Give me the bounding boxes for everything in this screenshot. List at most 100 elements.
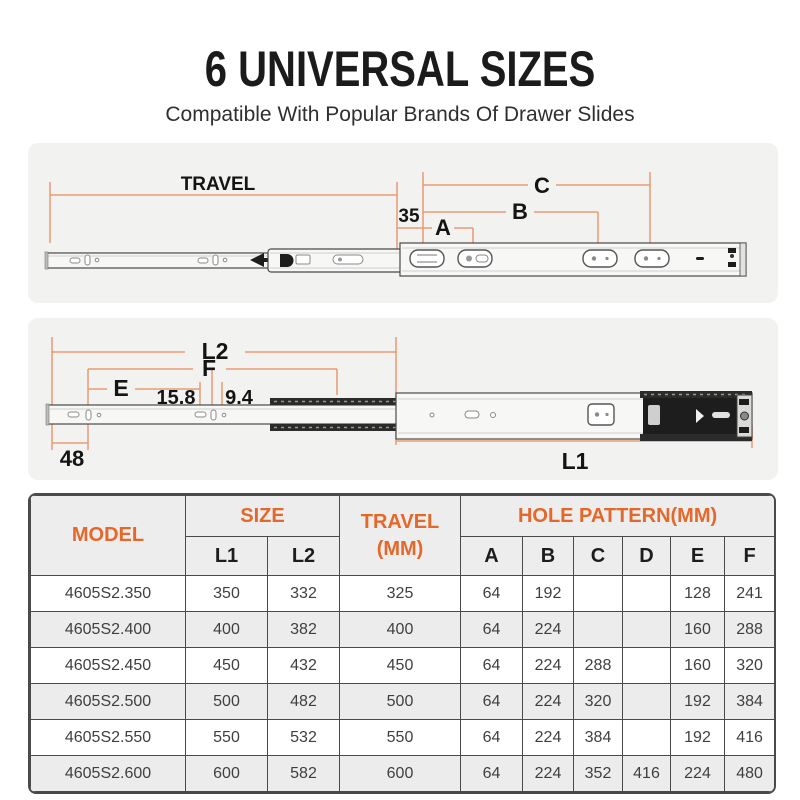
table-row: 4605S2.350 350 332 325 64 192 128 241 (30, 575, 774, 612)
spec-table-wrap: MODEL SIZE TRAVEL (MM) HOLE PATTERN(MM) … (28, 493, 776, 794)
cell-c (573, 611, 624, 648)
cell-f: 288 (724, 611, 774, 648)
mount-slot-4 (634, 249, 670, 268)
diagram-top-panel: TRAVEL 35 A B C (28, 143, 778, 303)
cell-travel: 325 (339, 575, 462, 612)
cell-l2: 432 (266, 647, 341, 684)
slide-bottom-drawing (45, 391, 753, 441)
mount-slot-1 (409, 249, 445, 268)
dim-c-label: C (534, 173, 550, 198)
cell-d (622, 647, 672, 684)
dim-15-8-label: 15.8 (157, 387, 196, 409)
cell-model: 4605S2.400 (30, 611, 186, 648)
lock-arrow-icon (696, 409, 704, 423)
cell-f: 241 (724, 575, 774, 612)
cell-d (622, 719, 672, 756)
dim-e-label: E (113, 375, 128, 401)
dim-48-label: 48 (60, 446, 84, 471)
cell-b: 224 (522, 647, 575, 684)
cell-a: 64 (460, 719, 524, 756)
diagram-top-drawing: TRAVEL 35 A B C (44, 172, 747, 277)
dim-b-label: B (512, 199, 528, 224)
travel-dimension-label: TRAVEL (181, 174, 256, 195)
col-header-hole-pattern: HOLE PATTERN(MM) (460, 495, 774, 537)
cell-c: 384 (573, 719, 624, 756)
cell-l1: 350 (185, 575, 268, 612)
diagram-bottom-panel: L2 F E 15.8 9.4 48 L1 (28, 318, 778, 480)
col-header-b: B (522, 536, 575, 576)
cell-f: 480 (724, 755, 774, 792)
cell-d (622, 611, 672, 648)
cell-e: 128 (670, 575, 726, 612)
cell-travel: 400 (339, 611, 462, 648)
cell-a: 64 (460, 575, 524, 612)
cell-e: 224 (670, 755, 726, 792)
cell-l2: 582 (266, 755, 341, 792)
dim-l2-label: L2 (202, 338, 229, 364)
cell-a: 64 (460, 683, 524, 720)
cell-model: 4605S2.600 (30, 755, 186, 792)
cell-model: 4605S2.450 (30, 647, 186, 684)
cell-f: 416 (724, 719, 774, 756)
slide-top-drawing (44, 242, 747, 277)
cell-l1: 450 (185, 647, 268, 684)
lock-mechanism (640, 391, 753, 441)
col-header-l2: L2 (266, 536, 341, 576)
col-header-a: A (460, 536, 524, 576)
table-row: 4605S2.450 450 432 450 64 224 288 160 32… (30, 647, 774, 684)
cell-travel: 550 (339, 719, 462, 756)
diagram-bottom-drawing: L2 F E 15.8 9.4 48 L1 (45, 337, 753, 474)
col-header-c: C (573, 536, 624, 576)
col-header-travel-line2: (MM) (376, 537, 424, 560)
mount-slot-3 (582, 249, 618, 268)
cell-l1: 400 (185, 611, 268, 648)
cell-travel: 600 (339, 755, 462, 792)
cell-c (573, 575, 624, 612)
table-row: 4605S2.550 550 532 550 64 224 384 192 41… (30, 719, 774, 756)
cell-d (622, 575, 672, 612)
inner-rail (46, 252, 273, 269)
cell-c: 288 (573, 647, 624, 684)
cell-l2: 382 (266, 611, 341, 648)
cell-e: 192 (670, 683, 726, 720)
offset-35-label: 35 (398, 206, 420, 227)
page-subtitle: Compatible With Popular Brands Of Drawer… (165, 103, 635, 126)
cell-l1: 550 (185, 719, 268, 756)
cell-e: 160 (670, 611, 726, 648)
table-row: 4605S2.600 600 582 600 64 224 352 416 22… (30, 755, 774, 792)
page-title-text: 6 UNIVERSAL SIZES (204, 41, 596, 97)
cell-l2: 332 (266, 575, 341, 612)
cell-travel: 450 (339, 647, 462, 684)
cell-a: 64 (460, 647, 524, 684)
mount-slot (587, 403, 615, 426)
cell-l1: 500 (185, 683, 268, 720)
spec-table: MODEL SIZE TRAVEL (MM) HOLE PATTERN(MM) … (30, 495, 774, 792)
bearing-channel-bottom (270, 424, 400, 431)
cell-f: 320 (724, 647, 774, 684)
cell-d: 416 (622, 755, 672, 792)
cell-a: 64 (460, 755, 524, 792)
table-row: 4605S2.500 500 482 500 64 224 320 192 38… (30, 683, 774, 720)
mount-slot-2 (457, 249, 493, 268)
col-header-l1: L1 (185, 536, 268, 576)
col-header-travel-line1: TRAVEL (360, 510, 440, 533)
cell-e: 160 (670, 647, 726, 684)
cell-c: 320 (573, 683, 624, 720)
cell-l2: 482 (266, 683, 341, 720)
cell-l2: 532 (266, 719, 341, 756)
col-header-f: F (724, 536, 774, 576)
col-header-model: MODEL (30, 495, 186, 576)
cell-travel: 500 (339, 683, 462, 720)
cell-b: 224 (522, 755, 575, 792)
cell-f: 384 (724, 683, 774, 720)
cell-b: 192 (522, 575, 575, 612)
dim-a-label: A (435, 215, 451, 240)
col-header-e: E (670, 536, 726, 576)
dim-9-4-label: 9.4 (225, 387, 254, 409)
col-header-d: D (622, 536, 672, 576)
cell-b: 224 (522, 611, 575, 648)
dim-l1-label: L1 (562, 448, 589, 474)
cell-d (622, 683, 672, 720)
cell-l1: 600 (185, 755, 268, 792)
